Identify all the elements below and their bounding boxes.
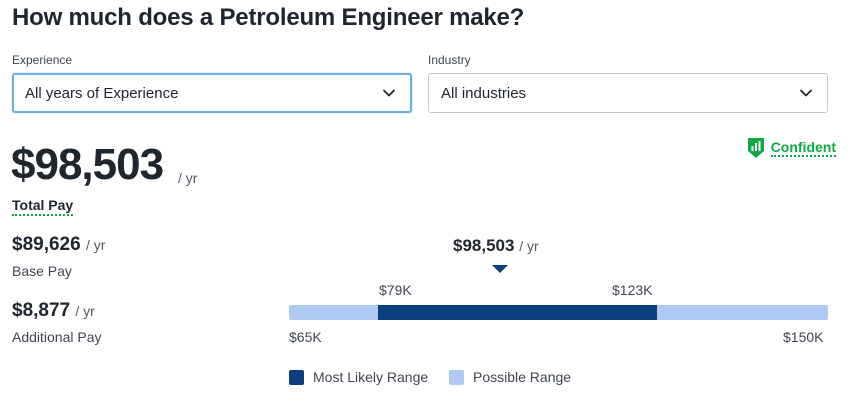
bar-chart-shield-icon [747,138,764,158]
legend-possible-label: Possible Range [473,369,572,385]
possible-swatch [449,369,464,385]
base-pay-label: Base Pay [12,263,72,279]
median-pay-label: $98,503 / yr [453,236,539,256]
chevron-down-icon [800,89,812,97]
experience-select[interactable]: All years of Experience [12,73,412,113]
page-title: How much does a Petroleum Engineer make? [12,4,525,31]
base-pay-unit: / yr [85,237,106,253]
possible-high-label: $150K [783,329,824,345]
confidence-label: Confident [770,139,836,157]
chevron-down-icon [383,89,395,97]
total-pay-amount: $98,503 [11,140,164,189]
likely-range-bar [378,305,657,320]
legend-possible: Possible Range [449,369,571,385]
likely-high-label: $123K [612,282,653,298]
legend-likely-label: Most Likely Range [313,369,429,385]
additional-pay-value: $8,877 [12,300,71,321]
possible-low-label: $65K [289,329,322,345]
additional-pay-amount: $8,877 / yr [12,300,95,322]
industry-select-value: All industries [441,84,527,102]
confidence-badge[interactable]: Confident [747,137,836,159]
base-pay-value: $89,626 [12,234,81,255]
additional-pay-label: Additional Pay [12,329,102,345]
total-pay-label[interactable]: Total Pay [12,197,74,216]
total-pay-unit: / yr [178,170,198,186]
experience-select-value: All years of Experience [25,84,179,102]
industry-label: Industry [428,53,471,67]
likely-swatch [289,369,304,385]
median-pay-value: $98,503 [453,236,515,255]
median-marker [492,265,508,273]
likely-low-label: $79K [379,282,412,298]
base-pay-amount: $89,626 / yr [12,234,105,256]
legend-likely: Most Likely Range [289,369,428,385]
additional-pay-unit: / yr [75,303,95,319]
experience-label: Experience [12,53,73,67]
median-pay-unit: / yr [519,238,539,254]
industry-select[interactable]: All industries [428,73,828,113]
